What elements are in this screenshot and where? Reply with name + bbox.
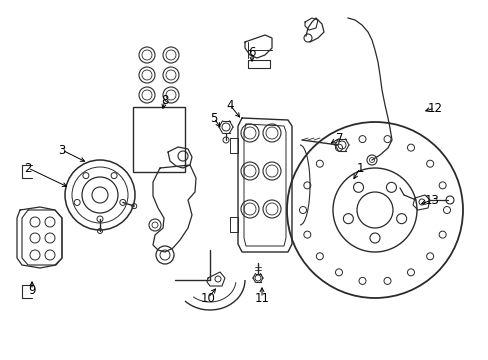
Text: 11: 11 [254,292,269,305]
Text: 4: 4 [226,99,233,112]
Text: 8: 8 [161,94,168,107]
Text: 9: 9 [28,284,36,297]
Text: 12: 12 [427,102,442,114]
Text: 2: 2 [24,162,32,175]
Text: 7: 7 [336,131,343,144]
Text: 10: 10 [200,292,215,305]
Text: 1: 1 [356,162,363,175]
Text: 5: 5 [210,112,217,125]
Text: 13: 13 [424,194,439,207]
Text: 6: 6 [248,45,255,59]
Bar [133,107,184,172]
Text: 3: 3 [58,144,65,157]
